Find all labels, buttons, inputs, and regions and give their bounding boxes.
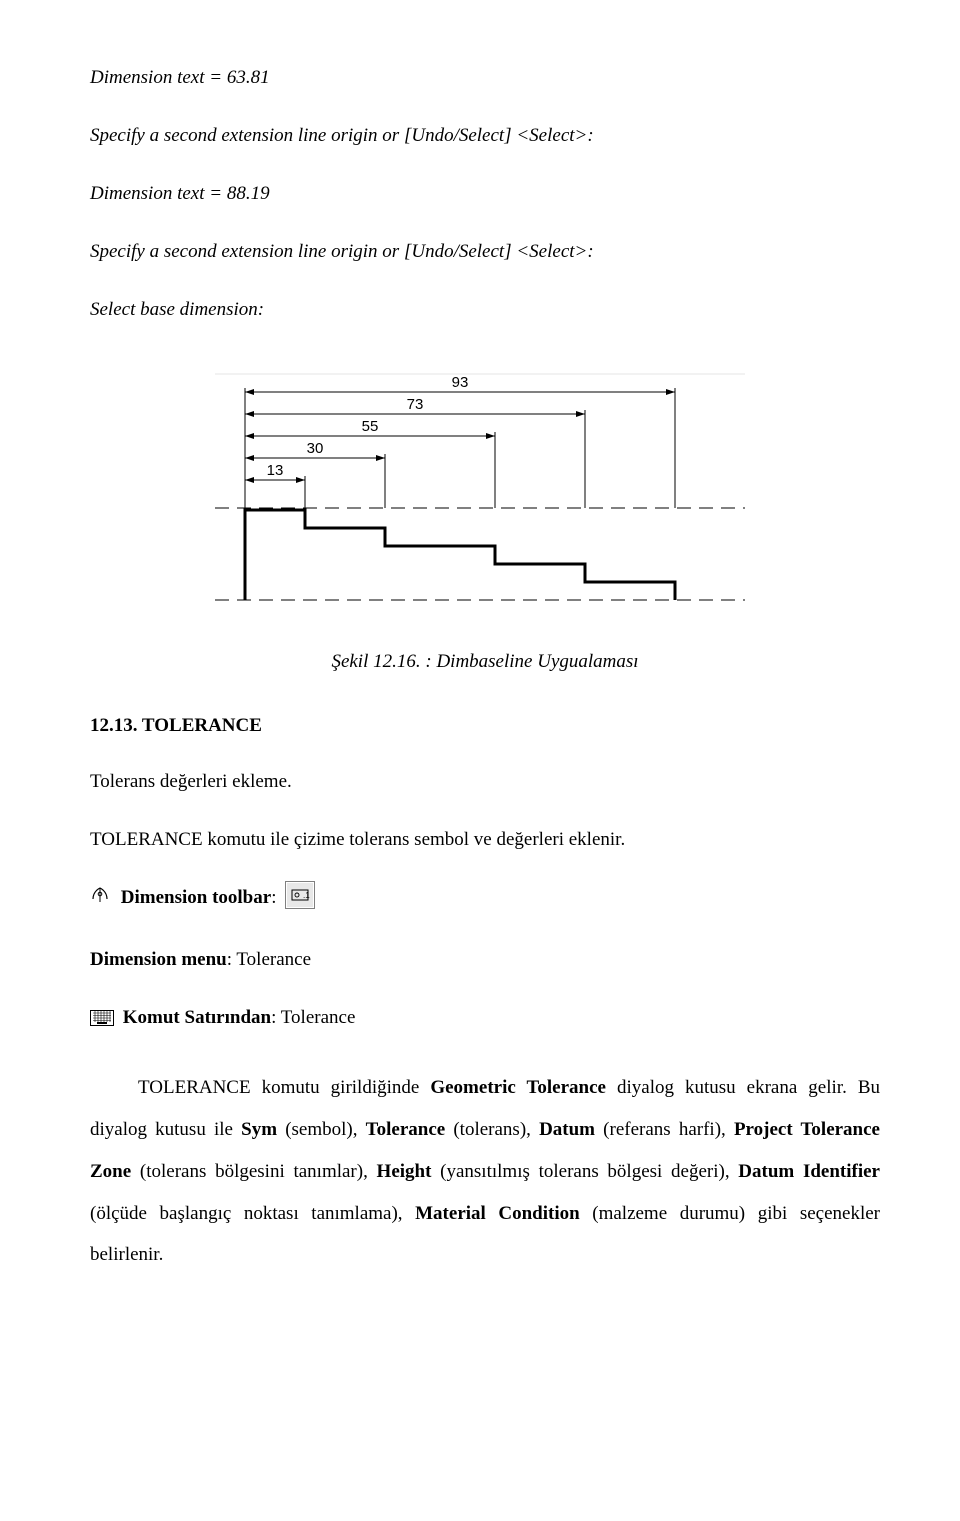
prompt-3: Select base dimension:	[90, 292, 880, 328]
svg-text:55: 55	[362, 418, 379, 435]
body-datumid: Datum Identifier	[738, 1161, 880, 1182]
body-t6a: (ölçüde başlangıç noktası tanımlama),	[90, 1203, 415, 1224]
svg-text:.1: .1	[303, 891, 310, 900]
tolerance-tool-icon: .1	[285, 881, 315, 922]
cmd-rest: : Tolerance	[271, 1007, 355, 1028]
svg-text:13: 13	[267, 462, 284, 479]
body-t4a: (tolerans bölgesini tanımlar),	[131, 1161, 376, 1182]
toolbar-colon: :	[271, 887, 276, 908]
figure-dimbaseline: 13 30 55 73 93	[90, 350, 880, 633]
body-t0b: Geometric Tolerance	[430, 1077, 606, 1098]
figure-caption: Şekil 12.16. : Dimbaseline Uygualaması	[90, 644, 880, 680]
body-sym: Sym	[241, 1119, 277, 1140]
tolerance-desc-2: TOLERANCE komutu ile çizime tolerans sem…	[90, 822, 880, 858]
svg-text:93: 93	[452, 374, 469, 391]
dimension-text-1: Dimension text = 63.81	[90, 60, 880, 96]
body-t0a: TOLERANCE komutu girildiğinde	[138, 1077, 430, 1098]
body-t1a: (sembol),	[277, 1119, 366, 1140]
svg-text:73: 73	[407, 396, 424, 413]
svg-text:30: 30	[307, 440, 324, 457]
dimension-menu-line: Dimension menu: Tolerance	[90, 942, 880, 978]
dimension-text-2: Dimension text = 88.19	[90, 176, 880, 212]
tolerance-desc-1: Tolerans değerleri ekleme.	[90, 764, 880, 800]
brand-icon	[90, 882, 110, 918]
body-tolerance: Tolerance	[366, 1119, 446, 1140]
toolbar-label: Dimension toolbar	[121, 887, 271, 908]
prompt-2: Specify a second extension line origin o…	[90, 234, 880, 270]
cmd-label: Komut Satırından	[123, 1007, 271, 1028]
body-t5a: (yansıtılmış tolerans bölgesi değeri),	[431, 1161, 738, 1182]
prompt-1: Specify a second extension line origin o…	[90, 118, 880, 154]
body-t2a: (tolerans),	[445, 1119, 539, 1140]
body-datum: Datum	[539, 1119, 595, 1140]
menu-rest: : Tolerance	[227, 949, 311, 970]
dimension-toolbar-line: Dimension toolbar: .1	[90, 880, 880, 922]
body-t3a: (referans harfi),	[595, 1119, 734, 1140]
body-material: Material Condition	[415, 1203, 580, 1224]
menu-label: Dimension menu	[90, 949, 227, 970]
dimbaseline-svg: 13 30 55 73 93	[205, 350, 765, 620]
body-height: Height	[377, 1161, 432, 1182]
section-title-tolerance: 12.13. TOLERANCE	[90, 708, 880, 744]
tolerance-body-paragraph: TOLERANCE komutu girildiğinde Geometric …	[90, 1067, 880, 1276]
keyboard-icon	[90, 1003, 114, 1039]
command-line: Komut Satırından: Tolerance	[90, 1000, 880, 1039]
